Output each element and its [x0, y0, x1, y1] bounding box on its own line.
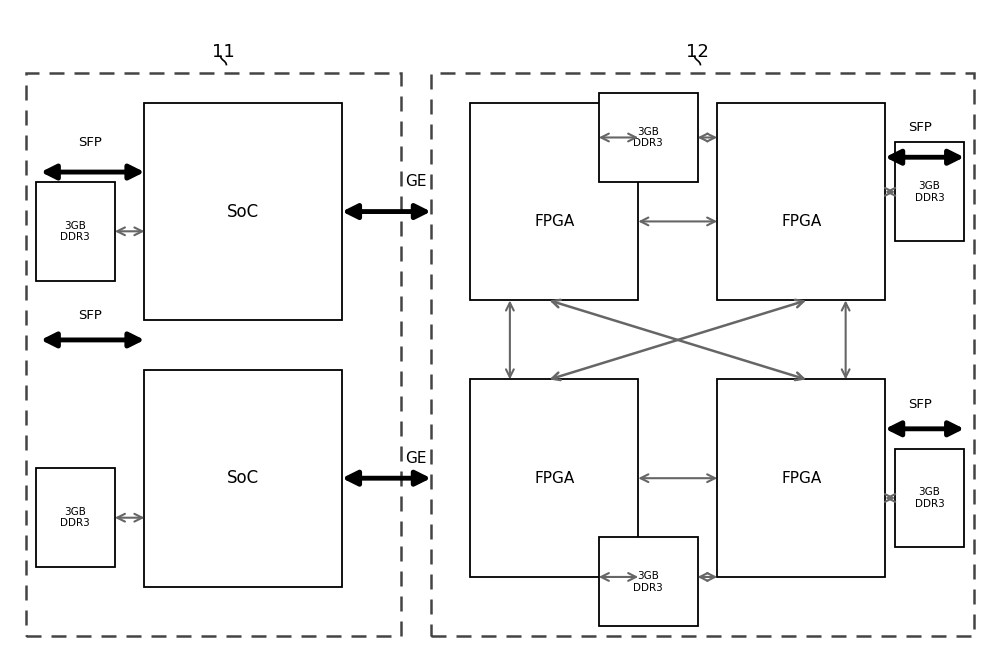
Text: GE: GE	[405, 174, 427, 190]
Text: 3GB
DDR3: 3GB DDR3	[633, 127, 663, 148]
Bar	[26, 73, 401, 636]
Bar	[470, 103, 638, 300]
Text: SoC: SoC	[227, 469, 259, 487]
Bar	[895, 143, 964, 241]
Bar	[599, 537, 698, 626]
Text: GE: GE	[405, 451, 427, 466]
Bar	[431, 73, 974, 636]
Text: FPGA: FPGA	[534, 214, 574, 229]
Text: SFP: SFP	[908, 121, 932, 134]
Bar	[36, 468, 115, 567]
Text: 3GB
DDR3: 3GB DDR3	[60, 220, 90, 242]
Text: 3GB
DDR3: 3GB DDR3	[915, 487, 944, 509]
Text: 3GB
DDR3: 3GB DDR3	[915, 181, 944, 202]
Bar	[144, 370, 342, 587]
Text: FPGA: FPGA	[781, 471, 821, 486]
Bar	[717, 103, 885, 300]
Bar	[470, 379, 638, 577]
Text: SFP: SFP	[78, 309, 102, 322]
Bar	[144, 103, 342, 320]
Bar	[717, 379, 885, 577]
Bar	[36, 182, 115, 281]
Text: SFP: SFP	[908, 397, 932, 411]
Text: SoC: SoC	[227, 202, 259, 220]
Text: 12: 12	[686, 43, 709, 60]
Text: FPGA: FPGA	[781, 214, 821, 229]
Text: 3GB
DDR3: 3GB DDR3	[60, 507, 90, 529]
Bar	[599, 93, 698, 182]
Text: SFP: SFP	[78, 136, 102, 149]
Bar	[895, 449, 964, 547]
Text: 3GB
DDR3: 3GB DDR3	[633, 571, 663, 593]
Text: 11: 11	[212, 43, 235, 60]
Text: FPGA: FPGA	[534, 471, 574, 486]
